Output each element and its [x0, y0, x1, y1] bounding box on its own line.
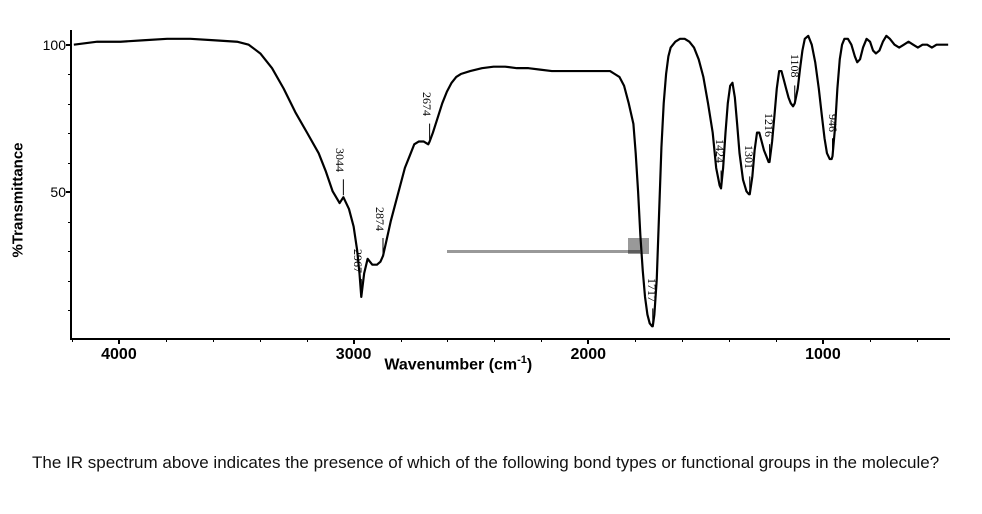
ir-spectrum-chart: %Transmittance Wavenumber (cm-1) 5010040…: [20, 20, 962, 380]
peak-label: 1717: [644, 278, 659, 302]
peak-label: 3044: [332, 148, 347, 172]
x-axis-label: Wavenumber (cm-1): [384, 354, 532, 374]
y-axis-label: %Transmittance: [10, 142, 27, 257]
peak-label: 1108: [787, 54, 802, 78]
peak-label: 2674: [419, 92, 434, 116]
plot-region: Wavenumber (cm-1) 5010040003000200010003…: [70, 30, 950, 340]
peak-label: 1301: [741, 145, 756, 169]
scan-artifact: [628, 238, 649, 254]
scan-artifact: [447, 250, 639, 253]
peak-label: 1424: [712, 139, 727, 163]
question-text: The IR spectrum above indicates the pres…: [32, 450, 950, 476]
peak-label: 946: [825, 114, 840, 132]
peak-label: 2874: [372, 207, 387, 231]
peak-label: 2967: [350, 249, 365, 273]
peak-label: 1216: [761, 113, 776, 137]
spectrum-line: [72, 30, 950, 338]
